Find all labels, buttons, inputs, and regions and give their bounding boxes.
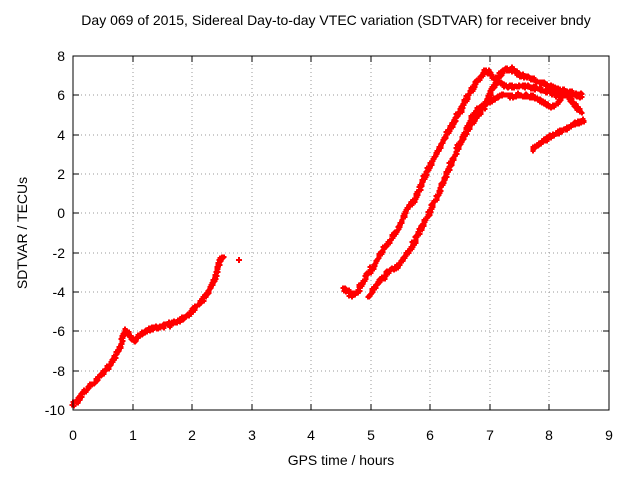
axis-labels: Day 069 of 2015, Sidereal Day-to-day VTE… xyxy=(14,12,591,468)
y-tick-label: -2 xyxy=(53,245,66,261)
y-tick-label: 2 xyxy=(57,166,65,182)
x-tick-label: 8 xyxy=(545,427,553,443)
y-tick-label: -4 xyxy=(53,284,66,300)
x-axis-label: GPS time / hours xyxy=(288,452,395,468)
plot-border xyxy=(72,55,610,411)
axis-ticks xyxy=(72,55,610,411)
trace-rise-day1 xyxy=(340,67,585,300)
y-tick-label: -6 xyxy=(53,323,66,339)
y-tick-label: -10 xyxy=(45,402,65,418)
chart-title: Day 069 of 2015, Sidereal Day-to-day VTE… xyxy=(81,12,590,28)
y-tick-label: 6 xyxy=(57,87,65,103)
data-series xyxy=(69,64,587,409)
x-tick-label: 9 xyxy=(605,427,613,443)
x-tick-label: 1 xyxy=(129,427,137,443)
x-tick-label: 4 xyxy=(307,427,315,443)
isolated-point xyxy=(236,257,242,263)
y-tick-label: -8 xyxy=(53,363,66,379)
grid-lines xyxy=(73,56,609,410)
x-tick-label: 0 xyxy=(69,427,77,443)
trace-early-arc xyxy=(69,254,227,409)
y-tick-label: 8 xyxy=(57,48,65,64)
tick-labels: 0 1 2 3 4 5 6 7 8 9 -10 -8 -6 -4 -2 0 2 4 6 8 xyxy=(45,48,613,443)
y-tick-label: 4 xyxy=(57,127,65,143)
y-tick-label: 0 xyxy=(57,205,65,221)
trace-low-branch xyxy=(530,116,587,154)
x-tick-label: 7 xyxy=(486,427,494,443)
y-axis-label: SDTVAR / TECUs xyxy=(14,177,30,289)
x-tick-label: 6 xyxy=(426,427,434,443)
x-tick-label: 5 xyxy=(367,427,375,443)
x-tick-label: 2 xyxy=(188,427,196,443)
trace-rise-day3 xyxy=(453,64,585,153)
x-tick-label: 3 xyxy=(248,427,256,443)
